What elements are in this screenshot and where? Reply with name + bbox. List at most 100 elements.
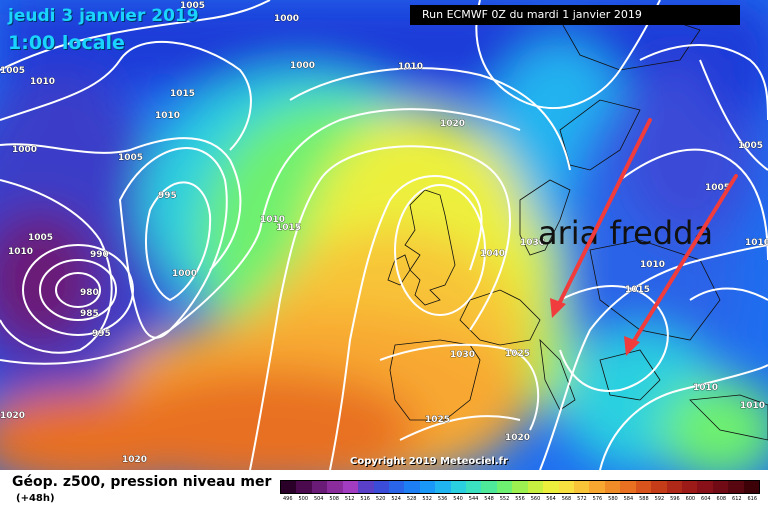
colorbar-label: 596	[670, 496, 680, 502]
isobar-label: 1005	[738, 141, 763, 151]
colorbar-label: 584	[623, 496, 634, 502]
colorbar-label: 552	[499, 496, 510, 502]
colorbar-label: 520	[375, 496, 386, 502]
colorbar-swatch	[311, 481, 328, 493]
forecast-date: jeudi 3 janvier 2019	[8, 6, 199, 26]
isobar-label: 1015	[276, 223, 301, 233]
legend-title: Géop. z500, pression niveau mer	[12, 474, 272, 490]
arrow-left-head	[550, 298, 566, 318]
isobar-label: 1020	[440, 119, 465, 129]
isobar-label: 1005	[705, 183, 730, 193]
legend-subtitle: (+48h)	[16, 493, 55, 504]
arrow-right-head	[624, 336, 640, 356]
colorbar-label: 512	[344, 496, 355, 502]
colorbar-swatch	[281, 481, 297, 493]
colorbar-label: 500	[298, 496, 308, 502]
colorbar-label: 592	[654, 496, 665, 502]
colorbar-swatch	[358, 481, 374, 493]
weather-map: 1005 1000 1005 1010 1015 1010 1000 1005 …	[0, 0, 768, 470]
isobar-label: 995	[158, 191, 177, 201]
colorbar-label: 580	[608, 496, 618, 502]
isobar-label: 1005	[118, 153, 143, 163]
colorbar-swatch	[327, 481, 343, 493]
isobar-label: 1030	[520, 238, 545, 248]
colorbar-swatch	[697, 481, 713, 493]
colorbar-swatch	[435, 481, 451, 493]
colorbar-label: 616	[747, 496, 758, 502]
isobar-label: 1020	[0, 411, 25, 421]
isobar-label: 1010	[745, 238, 768, 248]
isobar-label: 1010	[740, 401, 765, 411]
isobar-label: 1010	[693, 383, 718, 393]
isobar-label: 1010	[30, 77, 55, 87]
isobar-label: 995	[92, 329, 111, 339]
colorbar-swatch	[743, 481, 760, 493]
isobar-label: 1030	[450, 350, 475, 360]
colorbar-label: 516	[360, 496, 370, 502]
colorbar-swatch	[496, 481, 513, 493]
colorbar-swatch	[373, 481, 389, 493]
isobar-label: 990	[90, 250, 109, 260]
colorbar-swatch	[481, 481, 497, 493]
colorbar-swatch	[712, 481, 729, 493]
colorbar-labels: 496 500 504 508 512 516 520 524 528 532 536 540 544 5…	[280, 496, 760, 508]
copyright: Copyright 2019 Meteociel.fr	[350, 456, 508, 467]
isobar-label: 1010	[640, 260, 665, 270]
isobar-label: 1005	[180, 1, 205, 11]
isobars	[0, 0, 768, 470]
isobar-label: 1000	[12, 145, 37, 155]
arrow-left	[556, 118, 652, 308]
isobar-label: 1000	[274, 14, 299, 24]
colorbar-label: 560	[530, 496, 541, 502]
isobar-label: 1005	[28, 233, 53, 243]
colorbar-swatch	[620, 481, 636, 493]
colorbar-swatch	[296, 481, 312, 493]
colorbar-swatch	[419, 481, 436, 493]
isobar-label: 980	[80, 288, 99, 298]
colorbar-swatch	[604, 481, 621, 493]
colorbar-label: 568	[561, 496, 572, 502]
isobar-label: 1025	[425, 415, 450, 425]
isobar-label: 1020	[122, 455, 147, 465]
colorbar-label: 604	[701, 496, 711, 502]
colorbar-swatch	[527, 481, 544, 493]
colorbar-label: 532	[422, 496, 432, 502]
colorbar-swatch	[728, 481, 744, 493]
colorbar-swatch	[450, 481, 467, 493]
colorbar-label: 576	[592, 496, 603, 502]
colorbar-swatch	[666, 481, 682, 493]
isobar-label: 1015	[170, 89, 195, 99]
colorbar-label: 608	[716, 496, 727, 502]
colorbar-label: 528	[406, 496, 417, 502]
colorbar-label: 556	[515, 496, 525, 502]
isobar-label: 1000	[290, 61, 315, 71]
colorbar-label: 524	[391, 496, 401, 502]
colorbar-swatch	[404, 481, 420, 493]
coastlines	[387, 9, 768, 441]
isobar-label: 1010	[8, 247, 33, 257]
forecast-time: 1:00 locale	[8, 32, 125, 54]
colorbar-label: 548	[484, 496, 494, 502]
colorbar	[280, 480, 760, 494]
colorbar-swatch	[635, 481, 652, 493]
colorbar-swatch	[466, 481, 482, 493]
isobar-label: 985	[80, 309, 99, 319]
isobar-label: 1010	[155, 111, 180, 121]
colorbar-swatch	[388, 481, 405, 493]
cold-air-annotation: aria fredda	[538, 118, 738, 356]
colorbar-swatch	[651, 481, 667, 493]
isobar-label: 1020	[505, 433, 530, 443]
geopotential-field: 1005 1000 1005 1010 1015 1010 1000 1005 …	[0, 0, 768, 470]
colorbar-label: 496	[282, 496, 293, 502]
isobar-label: 1015	[625, 285, 650, 295]
colorbar-label: 504	[313, 496, 324, 502]
colorbar-label: 544	[468, 496, 479, 502]
colorbar-swatch	[543, 481, 559, 493]
colorbar-label: 612	[732, 496, 742, 502]
colorbar-label: 540	[453, 496, 463, 502]
isobar-label: 1005	[0, 66, 25, 76]
colorbar-label: 600	[685, 496, 696, 502]
colorbar-label: 588	[639, 496, 649, 502]
isobar-label: 1040	[480, 249, 505, 259]
colorbar-swatch	[512, 481, 528, 493]
